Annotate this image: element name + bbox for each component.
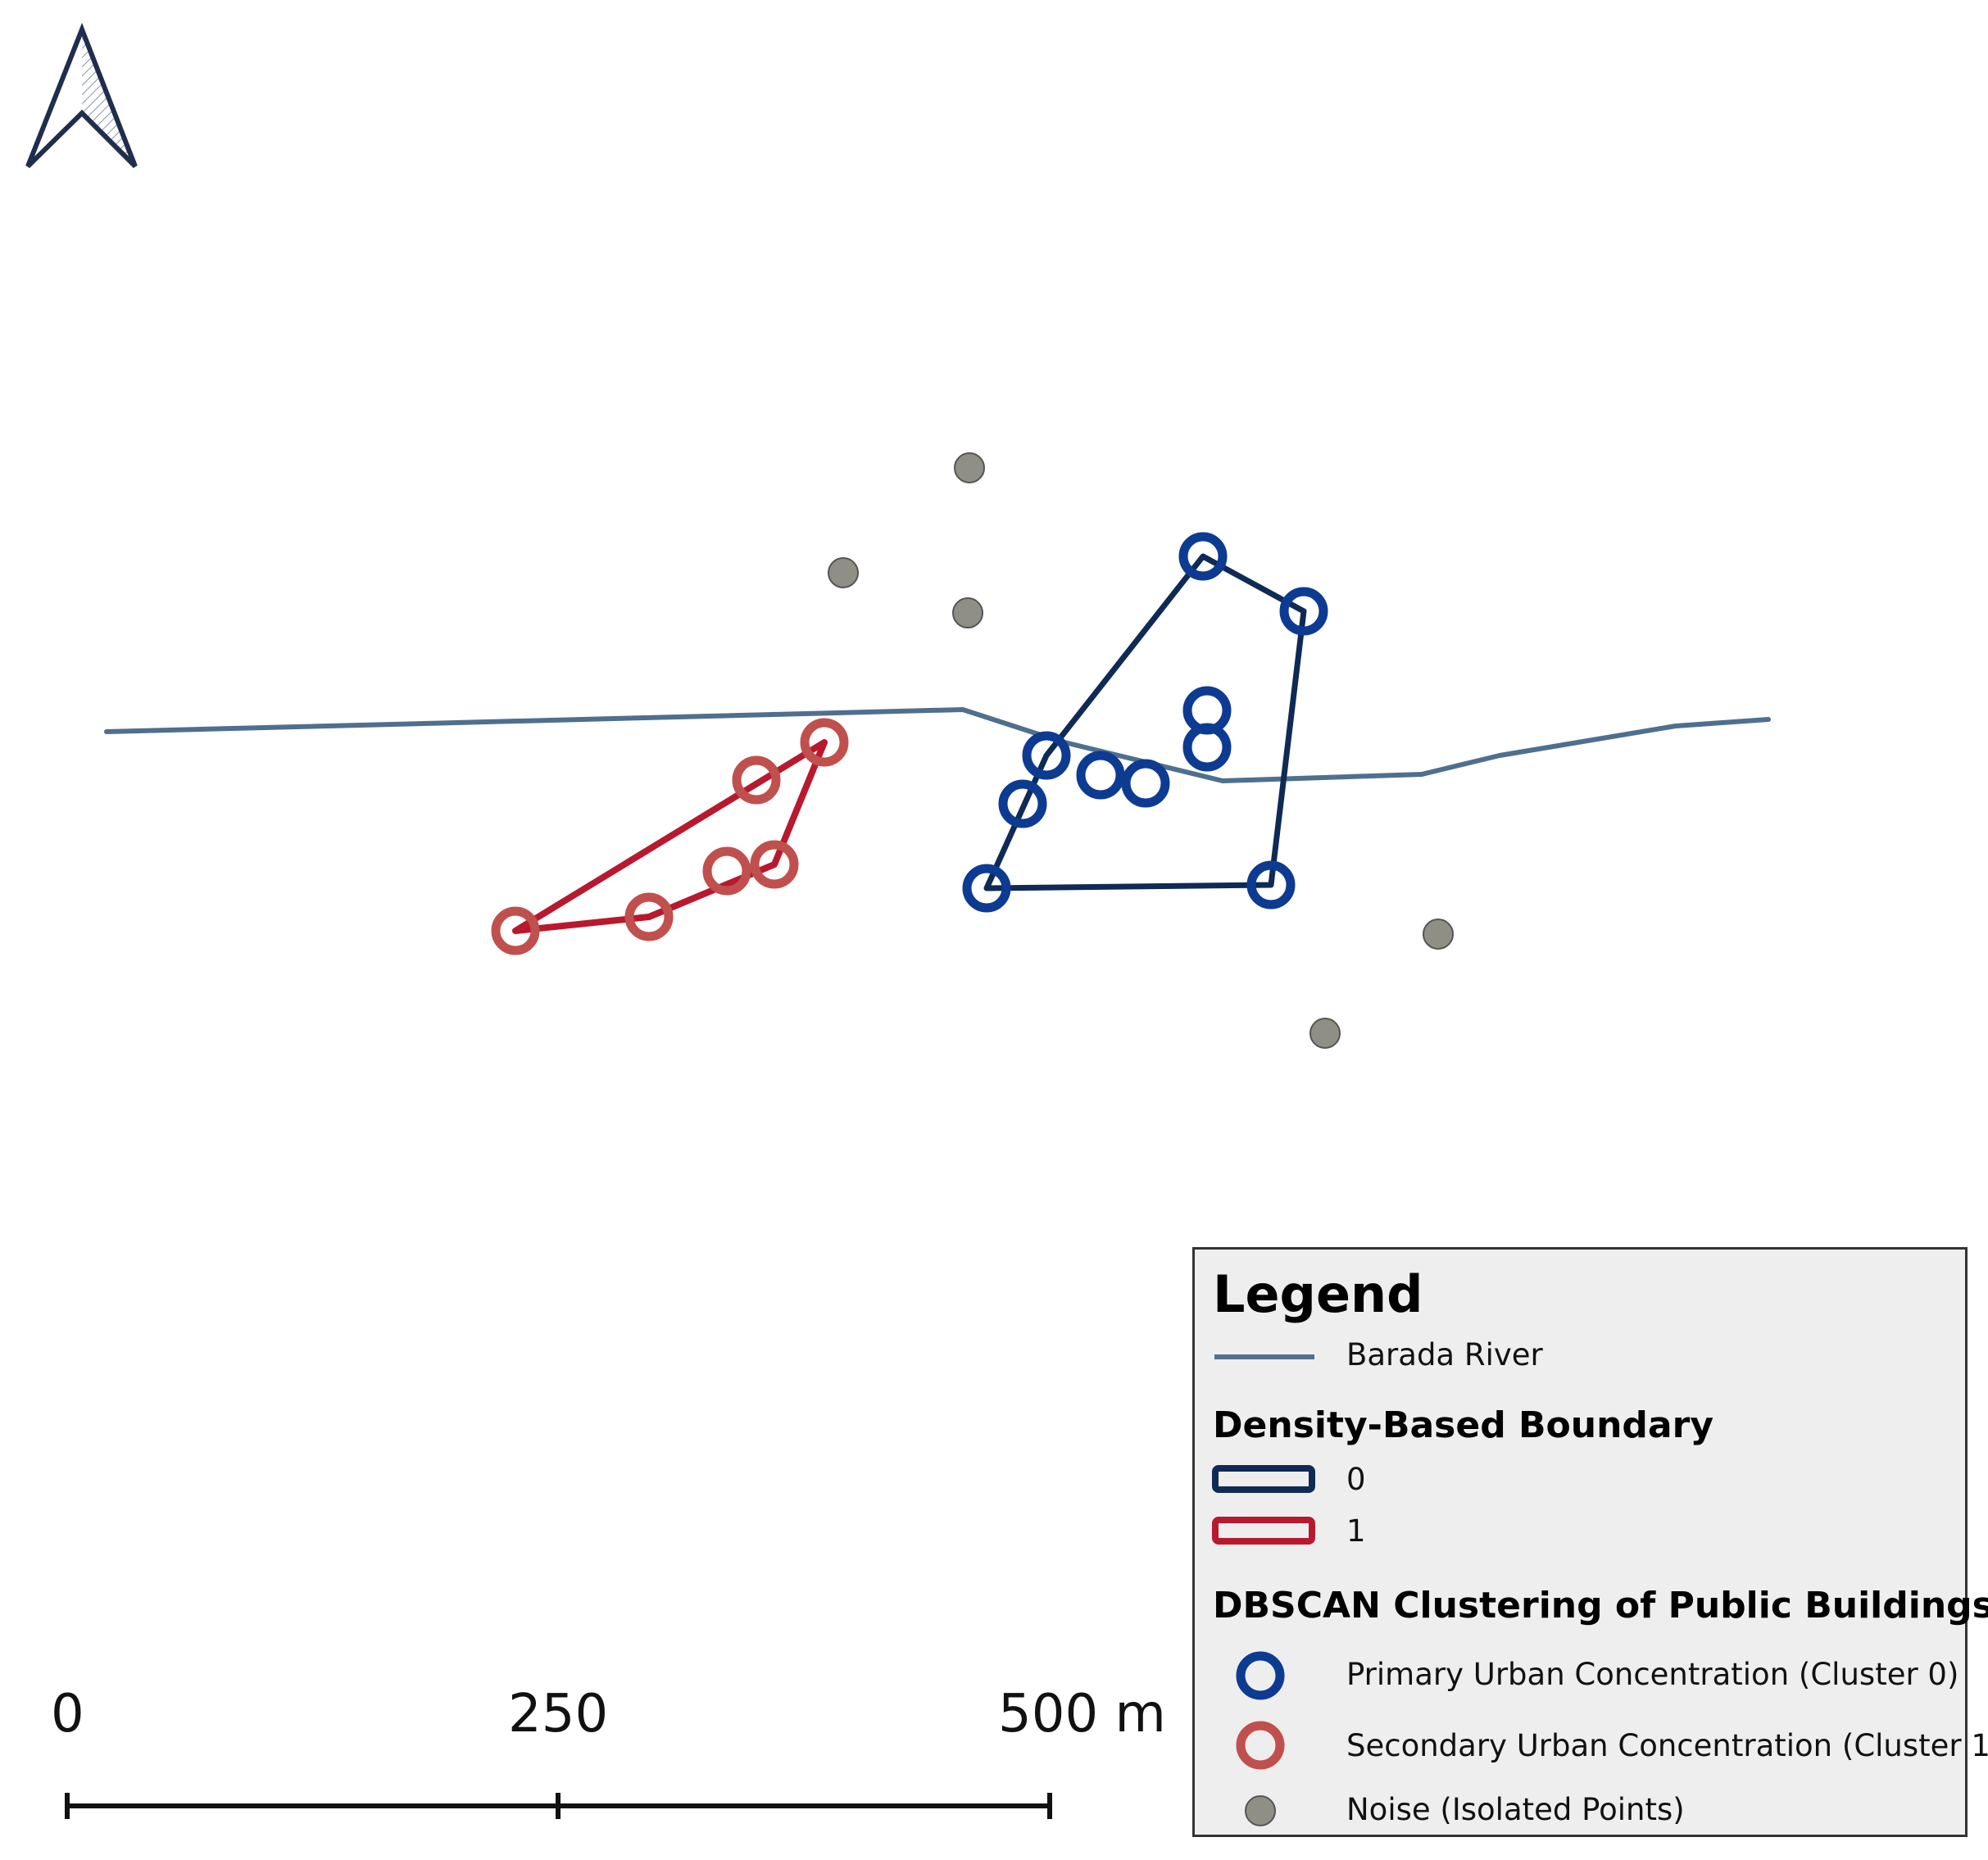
boundary-cluster-0 — [983, 553, 1307, 891]
cluster-0-point — [1178, 532, 1228, 581]
cluster-1-point — [750, 840, 799, 889]
boundary-1-swatch-icon — [1212, 1517, 1315, 1545]
barada-river-line — [104, 707, 1771, 783]
scale-label-0: 0 — [51, 1684, 84, 1744]
cluster-1-point — [702, 846, 751, 896]
cluster-0-point — [1279, 587, 1328, 636]
cluster-0-point — [962, 864, 1011, 913]
legend-clustering-heading: DBSCAN Clustering of Public Buildings — [1213, 1585, 1988, 1626]
river-swatch-icon — [1214, 1354, 1314, 1359]
legend-title: Legend — [1213, 1264, 1423, 1324]
legend-cluster-1-label: Secondary Urban Concentration (Cluster 1… — [1346, 1728, 1988, 1763]
north-arrow-icon — [25, 22, 138, 169]
noise-points — [828, 452, 1454, 1049]
legend-boundary-heading: Density-Based Boundary — [1213, 1404, 1713, 1446]
boundary-cluster-1 — [512, 739, 828, 934]
legend-boundary-0-label: 0 — [1346, 1462, 1366, 1497]
cluster-0-point — [1182, 723, 1232, 772]
boundary-0-swatch-icon — [1212, 1465, 1315, 1493]
cluster-0-markers — [962, 532, 1328, 913]
legend-boundary-1-label: 1 — [1346, 1513, 1366, 1549]
scale-label-250: 250 — [508, 1684, 609, 1744]
scale-label-500: 500 m — [998, 1684, 1166, 1744]
noise-point — [1309, 1018, 1341, 1049]
cluster-0-marker-icon — [1236, 1651, 1285, 1700]
legend-noise-label: Noise (Isolated Points) — [1346, 1792, 1685, 1827]
legend-river-label: Barada River — [1346, 1337, 1543, 1372]
noise-point — [828, 557, 859, 588]
noise-marker-icon — [1245, 1795, 1276, 1826]
noise-point — [954, 452, 985, 483]
cluster-0-point — [1246, 860, 1296, 910]
cluster-1-point — [624, 892, 674, 941]
cluster-1-markers — [491, 718, 849, 955]
noise-point — [952, 597, 983, 628]
cluster-1-point — [800, 718, 849, 767]
cluster-0-point — [1121, 759, 1170, 808]
cluster-0-point — [1022, 731, 1071, 780]
cluster-0-point — [998, 779, 1047, 828]
legend-cluster-0-label: Primary Urban Concentration (Cluster 0) — [1346, 1657, 1959, 1692]
scale-bar — [65, 1793, 1052, 1819]
cluster-1-point — [732, 755, 781, 805]
cluster-1-point — [491, 906, 540, 955]
noise-point — [1423, 919, 1454, 950]
legend-panel: Legend Barada River Density-Based Bounda… — [1192, 1247, 1988, 1837]
cluster-0-point — [1076, 751, 1125, 800]
cluster-1-marker-icon — [1236, 1721, 1285, 1770]
